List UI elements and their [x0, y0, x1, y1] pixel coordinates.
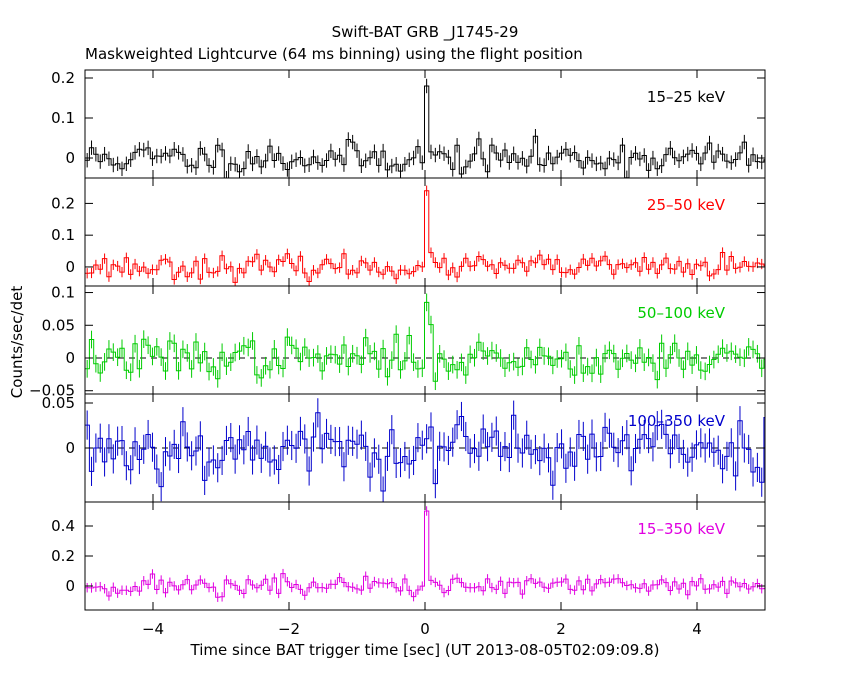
x-tick-label: −2: [278, 620, 300, 638]
band-label: 15–350 keV: [637, 520, 725, 538]
y-tick-label: 0: [65, 258, 75, 276]
y-tick-label: 0.2: [51, 194, 75, 212]
series-2: [85, 185, 765, 286]
x-tick-label: 0: [420, 620, 430, 638]
panels-group: 0 0.1 0.2 15–25 keV 0 0.1 0.2 25–50 keV −0.05 0 0.…: [29, 69, 766, 638]
panel-1: 0 0.1 0.2 15–25 keV: [51, 69, 766, 179]
panel-4: 0 0.05 100–350 keV: [42, 393, 766, 503]
step-line: [85, 510, 765, 598]
panel-2: 0 0.1 0.2 25–50 keV: [51, 177, 766, 287]
y-tick-label: 0: [65, 349, 75, 367]
y-tick-label: 0.1: [51, 284, 75, 302]
y-tick-label: 0.05: [42, 394, 75, 412]
chart-title: Swift-BAT GRB _J1745-29: [332, 23, 519, 42]
y-tick-label: 0.2: [51, 547, 75, 565]
chart-subtitle: Maskweighted Lightcurve (64 ms binning) …: [85, 45, 583, 63]
series-1: [85, 78, 765, 178]
series-4: [85, 398, 765, 502]
series-3: [85, 293, 765, 391]
y-tick-label: 0.2: [51, 69, 75, 87]
y-tick-label: 0.4: [51, 517, 75, 535]
y-tick-label: 0.1: [51, 226, 75, 244]
y-tick-label: 0: [65, 439, 75, 457]
x-tick-label: −4: [142, 620, 164, 638]
y-tick-label: 0.1: [51, 109, 75, 127]
y-axis-label: Counts/sec/det: [8, 286, 26, 399]
y-tick-label: 0: [65, 149, 75, 167]
panel-5: 0 0.2 0.4 15–350 keV: [51, 501, 766, 611]
x-tick-label: 4: [692, 620, 702, 638]
series-5: [85, 506, 765, 602]
y-tick-label: 0.05: [42, 316, 75, 334]
y-tick-label: −0.05: [29, 382, 75, 400]
band-label: 25–50 keV: [647, 196, 726, 214]
x-axis-label: Time since BAT trigger time [sec] (UT 20…: [190, 641, 660, 659]
panel-3: −0.05 0 0.05 0.1 50–100 keV: [29, 284, 766, 400]
x-tick-label: 2: [556, 620, 566, 638]
y-tick-label: 0: [65, 577, 75, 595]
band-label: 100–350 keV: [628, 412, 726, 430]
band-label: 50–100 keV: [637, 304, 725, 322]
band-label: 15–25 keV: [647, 88, 726, 106]
